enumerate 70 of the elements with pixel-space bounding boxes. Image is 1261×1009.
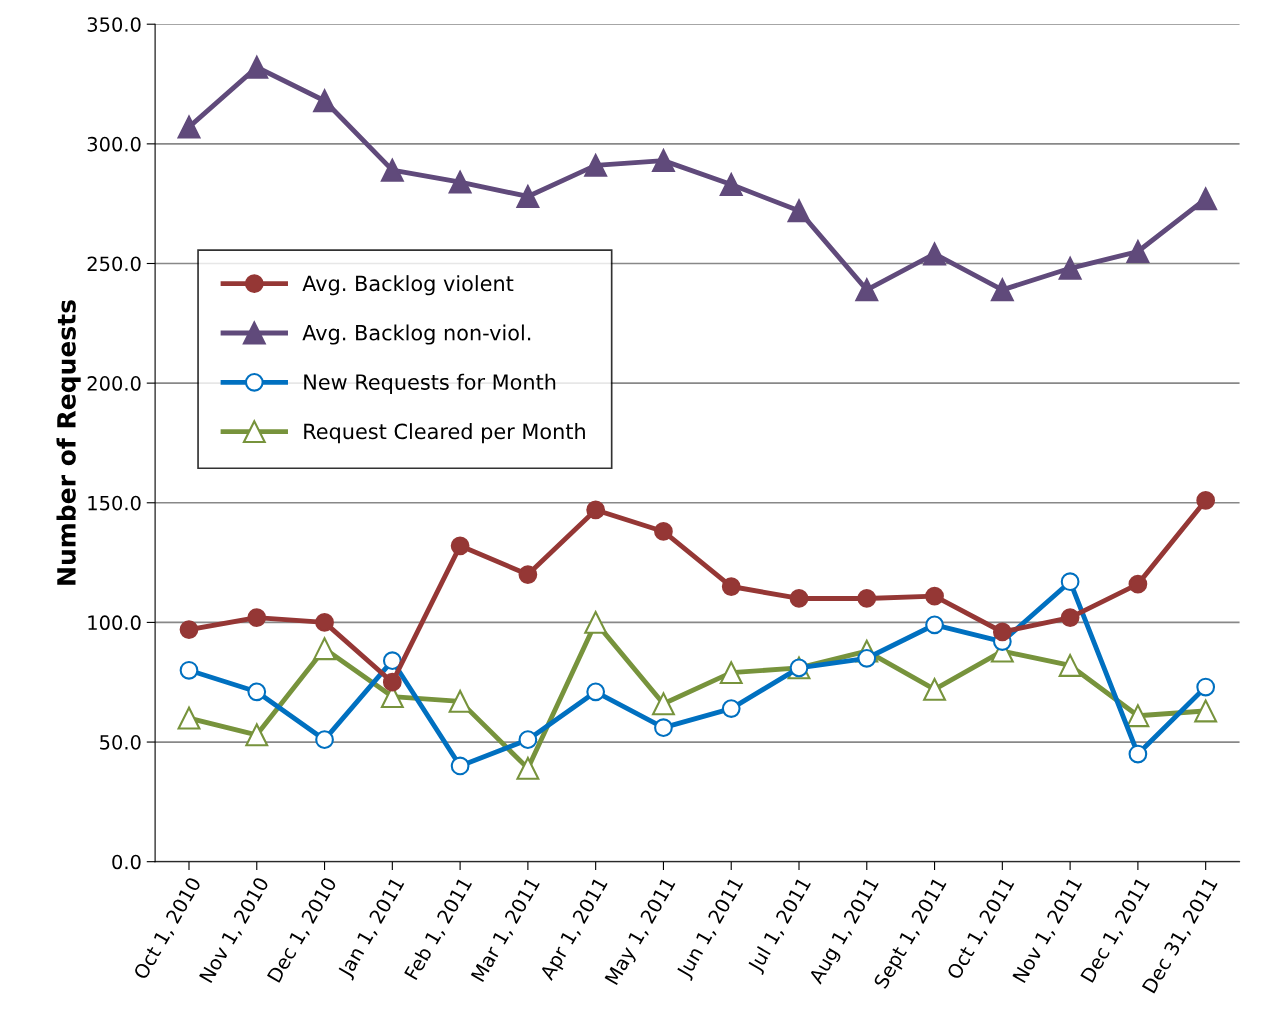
point — [1128, 744, 1148, 764]
point — [719, 661, 743, 685]
point — [518, 730, 538, 750]
point — [586, 500, 606, 520]
point — [245, 55, 269, 79]
point — [448, 170, 472, 194]
point — [923, 677, 947, 701]
legend-label: Avg. Backlog non-viol. — [302, 324, 531, 345]
point — [1060, 572, 1080, 592]
legend-label: Request Cleared per Month — [304, 423, 585, 444]
point — [380, 158, 404, 182]
point — [787, 199, 811, 223]
point — [654, 718, 673, 738]
point — [923, 242, 947, 266]
point — [651, 149, 675, 173]
point — [179, 660, 199, 680]
y-axis-title: Number of Requests — [56, 300, 81, 585]
point — [1194, 699, 1218, 723]
point — [721, 577, 741, 596]
point — [855, 278, 879, 302]
point — [516, 756, 540, 780]
point — [516, 185, 540, 208]
point — [1058, 654, 1082, 677]
point — [448, 689, 472, 713]
point — [1060, 608, 1080, 627]
point — [315, 730, 334, 750]
y-tick-label: 300.0 — [87, 136, 141, 152]
point — [721, 699, 741, 718]
point — [925, 615, 944, 635]
y-tick-label: 150.0 — [88, 495, 141, 511]
point — [719, 173, 743, 196]
y-tick-label: 250.0 — [87, 256, 141, 272]
point — [179, 620, 199, 639]
point — [789, 589, 809, 608]
point — [450, 536, 470, 556]
point — [654, 522, 673, 541]
y-tick-label: 0.0 — [112, 854, 141, 870]
point — [925, 586, 944, 606]
y-tick-label: 50.0 — [100, 735, 141, 750]
point — [177, 115, 201, 139]
point — [247, 682, 267, 702]
point — [1196, 677, 1216, 697]
point — [245, 723, 269, 747]
point — [1058, 256, 1082, 280]
point — [1126, 704, 1150, 728]
point — [1126, 240, 1150, 263]
point — [450, 756, 470, 776]
point — [247, 608, 267, 627]
legend-label: New Requests for Month — [304, 373, 556, 394]
point — [1128, 574, 1148, 594]
point — [584, 153, 608, 177]
y-tick-label: 350.0 — [87, 17, 141, 32]
point — [1194, 187, 1218, 211]
point — [586, 682, 606, 702]
point — [857, 589, 877, 608]
point — [313, 89, 337, 113]
point — [651, 692, 675, 716]
point — [315, 613, 334, 632]
y-tick-label: 100.0 — [88, 615, 141, 631]
point — [518, 565, 538, 584]
point — [382, 651, 402, 671]
legend-label: Avg. Backlog violent — [302, 275, 514, 296]
point — [382, 672, 402, 692]
y-tick-label: 200.0 — [87, 376, 141, 391]
point — [584, 610, 608, 634]
point — [1196, 491, 1216, 510]
point — [992, 622, 1012, 642]
point — [990, 278, 1014, 302]
point — [177, 706, 201, 730]
point — [313, 637, 337, 661]
